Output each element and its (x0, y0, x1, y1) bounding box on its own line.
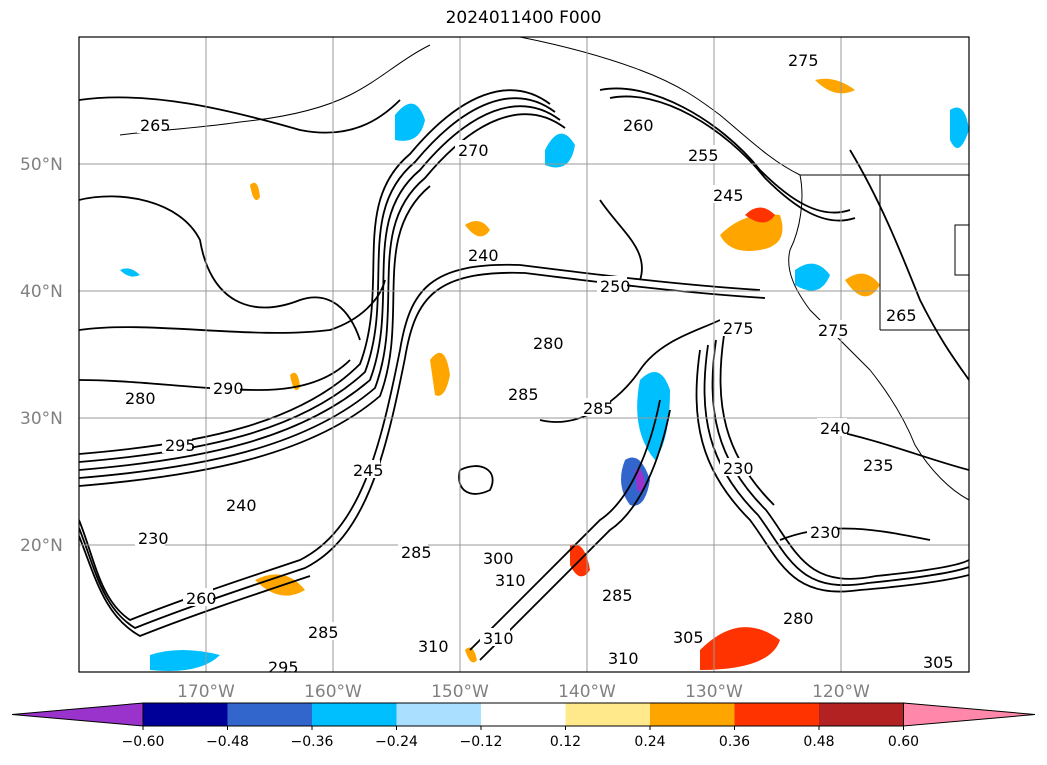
contour-label: 300 (483, 549, 514, 568)
contour-label: 240 (468, 246, 499, 265)
shaded-field (120, 78, 969, 671)
colorbar-frame (142, 702, 904, 727)
contour-label: 285 (308, 623, 339, 642)
contour-label: 245 (353, 461, 384, 480)
colorbar-tick-label: 0.36 (719, 734, 750, 750)
contour-label: 275 (788, 51, 819, 70)
lon-tick-label: 160°W (304, 682, 362, 702)
colorbar-segment (312, 703, 397, 726)
lat-tick-labels: 50°N 40°N 30°N 20°N (20, 155, 63, 556)
colorbar-tick-label: −0.48 (206, 734, 249, 750)
coastlines (119, 37, 969, 501)
colorbar-tick-label: −0.36 (291, 734, 334, 750)
colorbar-tick-label: 0.60 (888, 734, 919, 750)
colorbar: −0.60 −0.48 −0.36 −0.24 −0.12 0.12 0.24 0.36 0.4… (11, 702, 1036, 750)
lon-tick-label: 150°W (431, 682, 489, 702)
colorbar-tick-label: 0.48 (803, 734, 834, 750)
contour-label: 295 (165, 436, 196, 455)
contour-label: 285 (602, 586, 633, 605)
contour-label: 270 (458, 141, 489, 160)
colorbar-tick-label: −0.12 (460, 734, 503, 750)
contour-label: 280 (533, 334, 564, 353)
contour-label: 265 (140, 116, 171, 135)
contour-label: 260 (623, 116, 654, 135)
colorbar-segment (143, 703, 228, 726)
contour-label: 310 (418, 637, 449, 656)
contour-label: 310 (495, 571, 526, 590)
lon-tick-label: 120°W (812, 682, 870, 702)
lat-tick-label: 30°N (20, 409, 63, 429)
contour-label: 255 (688, 146, 719, 165)
contour-label: 280 (125, 389, 156, 408)
contour-label: 265 (886, 306, 917, 325)
contour-label: 230 (138, 529, 169, 548)
plot-background (79, 37, 969, 672)
contour-label: 295 (268, 658, 299, 677)
contour-label: 250 (600, 277, 631, 296)
lon-tick-labels: 170°W 160°W 150°W 140°W 130°W 120°W (177, 682, 870, 702)
colorbar-tick-label: 0.12 (550, 734, 581, 750)
map-title: 2024011400 F000 (445, 8, 602, 28)
contour-label: 290 (213, 379, 244, 398)
lat-tick-label: 20°N (20, 536, 63, 556)
colorbar-segment (650, 703, 735, 726)
contour-label: 240 (226, 496, 257, 515)
lat-tick-label: 40°N (20, 282, 63, 302)
contour-label: 310 (483, 629, 514, 648)
colorbar-tick-label: −0.24 (375, 734, 418, 750)
contour-label: 260 (186, 589, 217, 608)
colorbar-segment (734, 703, 819, 726)
contour-labels: 275 270 265 260 255 250 245 240 235 230 … (122, 50, 954, 677)
contour-label: 285 (583, 399, 614, 418)
contour-label: 285 (508, 385, 539, 404)
colorbar-segment (819, 703, 904, 726)
contour-label: 230 (810, 523, 841, 542)
colorbar-extend-max (903, 702, 1036, 727)
lat-tick-label: 50°N (20, 155, 63, 175)
lon-tick-label: 140°W (558, 682, 616, 702)
colorbar-tick-label: 0.24 (634, 734, 665, 750)
lon-tick-label: 170°W (177, 682, 235, 702)
contour-label: 240 (820, 419, 851, 438)
colorbar-segment (227, 703, 312, 726)
lon-tick-label: 130°W (685, 682, 743, 702)
contour-label: 305 (673, 628, 704, 647)
contour-label: 305 (923, 653, 954, 672)
colorbar-segment (396, 703, 481, 726)
colorbar-segment (481, 703, 566, 726)
contour-label: 275 (818, 321, 849, 340)
contour-label: 280 (783, 609, 814, 628)
colorbar-extend-min (11, 702, 144, 727)
gridlines (79, 37, 969, 672)
plot-frame (78, 36, 970, 673)
colorbar-segment (565, 703, 650, 726)
contour-label: 310 (608, 649, 639, 668)
colorbar-tick-label: −0.60 (122, 734, 165, 750)
contour-label: 230 (723, 459, 754, 478)
contour-label: 275 (723, 319, 754, 338)
contour-label: 245 (713, 186, 744, 205)
contour-label: 235 (863, 456, 894, 475)
contour-lines (79, 87, 969, 661)
contour-label: 285 (401, 543, 432, 562)
